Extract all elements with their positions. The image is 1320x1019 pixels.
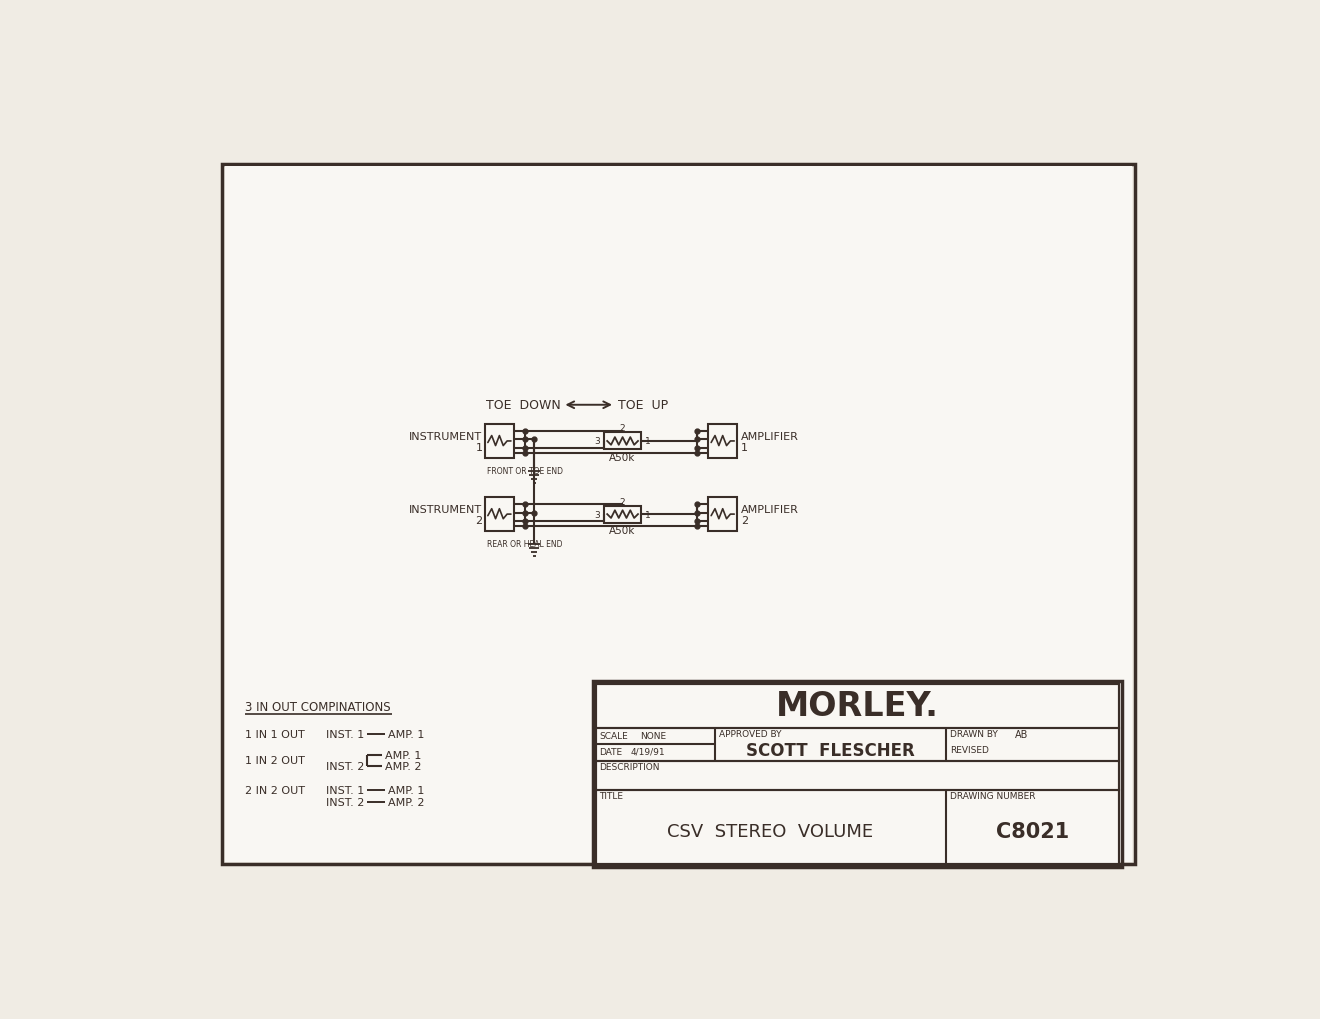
Bar xyxy=(224,167,1133,862)
Text: 2: 2 xyxy=(742,516,748,526)
Bar xyxy=(595,790,1119,864)
Text: AMP. 2: AMP. 2 xyxy=(388,797,424,807)
Text: MORLEY.: MORLEY. xyxy=(776,690,939,722)
Text: DESCRIPTION: DESCRIPTION xyxy=(599,762,660,771)
Text: INST. 2: INST. 2 xyxy=(326,761,364,771)
Bar xyxy=(484,425,513,459)
Text: AMP. 1: AMP. 1 xyxy=(388,729,424,739)
Bar xyxy=(595,729,1119,761)
Bar xyxy=(595,684,1119,864)
Bar xyxy=(594,682,1122,867)
Text: AMPLIFIER: AMPLIFIER xyxy=(742,431,799,441)
Text: 1: 1 xyxy=(645,511,651,519)
Text: 1: 1 xyxy=(475,442,483,452)
Bar xyxy=(708,425,738,459)
Text: 4/19/91: 4/19/91 xyxy=(631,747,665,756)
Text: SCOTT  FLESCHER: SCOTT FLESCHER xyxy=(746,741,915,759)
Bar xyxy=(605,433,642,450)
Text: 2: 2 xyxy=(620,424,626,433)
Text: NONE: NONE xyxy=(640,731,667,740)
Text: AB: AB xyxy=(1015,729,1028,739)
Text: 3: 3 xyxy=(594,511,601,519)
Text: 1 IN 2 OUT: 1 IN 2 OUT xyxy=(246,756,305,765)
Bar xyxy=(595,761,1119,790)
Text: INSTRUMENT: INSTRUMENT xyxy=(409,504,483,515)
Text: 3 IN OUT COMPINATIONS: 3 IN OUT COMPINATIONS xyxy=(246,700,391,713)
Text: 1: 1 xyxy=(645,437,651,446)
Text: AMP. 1: AMP. 1 xyxy=(388,785,424,795)
Text: AMP. 2: AMP. 2 xyxy=(384,761,421,771)
Text: 2: 2 xyxy=(620,497,626,506)
Text: C8021: C8021 xyxy=(995,821,1069,842)
Text: INSTRUMENT: INSTRUMENT xyxy=(409,431,483,441)
Text: TOE  UP: TOE UP xyxy=(618,398,668,412)
Text: 2: 2 xyxy=(475,516,483,526)
Text: FRONT OR TOE END: FRONT OR TOE END xyxy=(487,467,564,475)
Text: APPROVED BY: APPROVED BY xyxy=(719,730,781,739)
Text: A50k: A50k xyxy=(610,452,636,463)
Text: AMP. 1: AMP. 1 xyxy=(384,750,421,760)
Text: 1 IN 1 OUT: 1 IN 1 OUT xyxy=(246,729,305,739)
Text: TOE  DOWN: TOE DOWN xyxy=(486,398,561,412)
Text: SCALE: SCALE xyxy=(599,731,628,740)
Text: TITLE: TITLE xyxy=(599,792,623,801)
Text: CSV  STEREO  VOLUME: CSV STEREO VOLUME xyxy=(668,822,874,841)
Text: AMPLIFIER: AMPLIFIER xyxy=(742,504,799,515)
Bar xyxy=(605,506,642,523)
Text: 3: 3 xyxy=(594,437,601,446)
Text: REAR OR HEAL END: REAR OR HEAL END xyxy=(487,539,562,548)
Bar xyxy=(708,497,738,532)
Text: INST. 2: INST. 2 xyxy=(326,797,364,807)
Text: DRAWN BY: DRAWN BY xyxy=(950,730,998,739)
Text: INST. 1: INST. 1 xyxy=(326,785,364,795)
Text: INST. 1: INST. 1 xyxy=(326,729,364,739)
Bar xyxy=(484,497,513,532)
Text: A50k: A50k xyxy=(610,526,636,536)
Bar xyxy=(595,684,1119,729)
Text: 1: 1 xyxy=(742,442,748,452)
Text: DATE: DATE xyxy=(599,747,623,756)
Text: 2 IN 2 OUT: 2 IN 2 OUT xyxy=(246,785,305,795)
Bar xyxy=(222,165,1135,864)
Text: REVISED: REVISED xyxy=(950,746,989,754)
Text: DRAWING NUMBER: DRAWING NUMBER xyxy=(950,792,1035,801)
